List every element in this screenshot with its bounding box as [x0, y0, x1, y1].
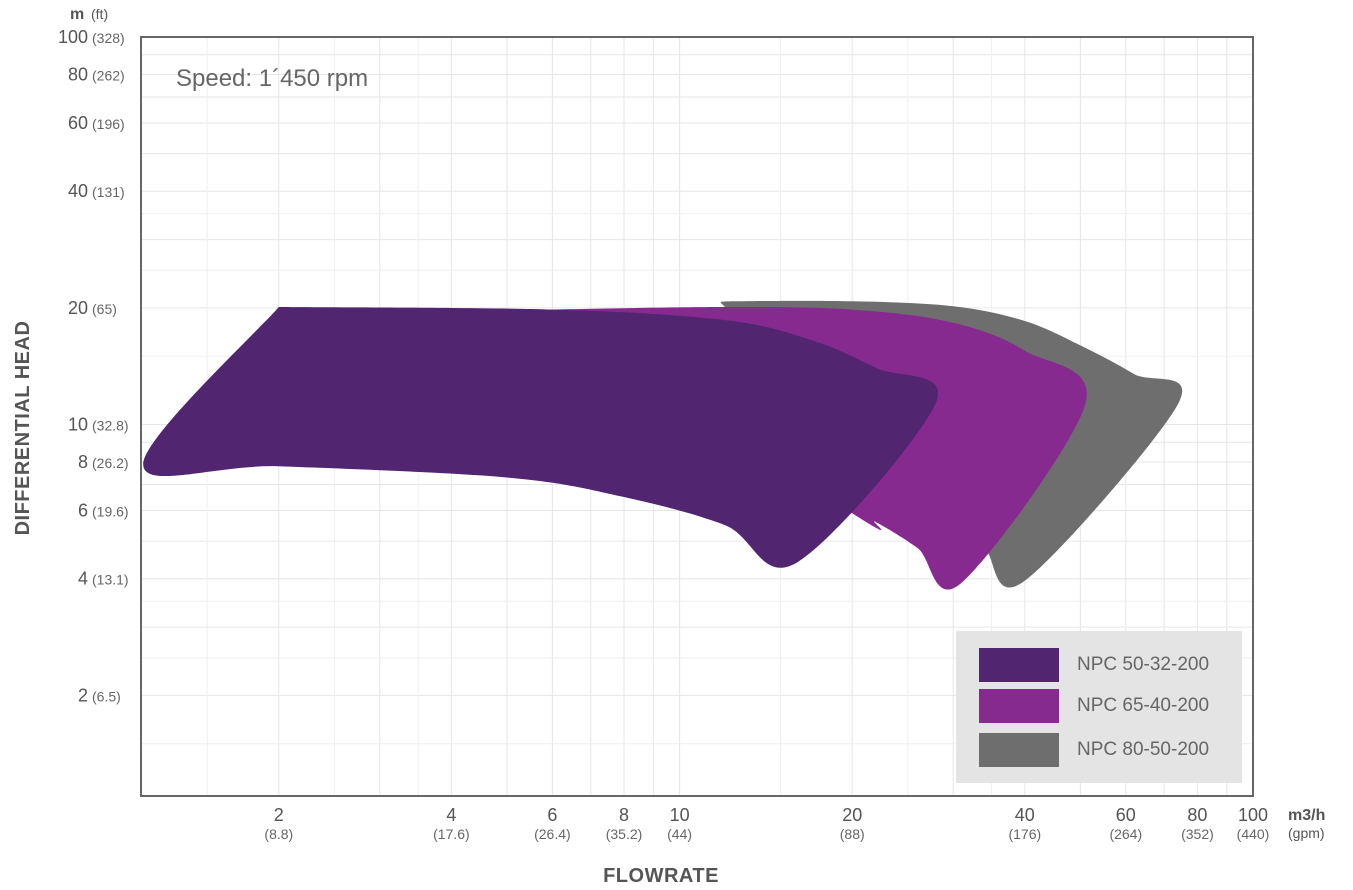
x-tick: 6(26.4): [534, 805, 571, 842]
y-tick-sub-label: (13.1): [92, 572, 129, 588]
speed-annotation: Speed: 1´450 rpm: [176, 65, 368, 92]
x-unit-sub-label: (gpm): [1288, 825, 1325, 841]
y-tick: 80 (262): [68, 65, 125, 85]
y-tick: 4 (13.1): [78, 569, 129, 589]
x-axis-ticks: 2(8.8) 4(17.6) 6(26.4) 8(35.2) 10(44) 20(88) 4…: [264, 805, 1269, 842]
y-tick: 10 (32.8): [68, 415, 129, 435]
x-tick-label: 4: [446, 805, 456, 825]
area-npc-50-32-200: [143, 307, 939, 568]
x-tick-sub-label: (88): [840, 826, 865, 842]
y-tick-label: 2: [78, 685, 88, 705]
x-tick-label: 2: [274, 805, 284, 825]
x-tick: 20(88): [840, 805, 865, 842]
plot-frame: [140, 36, 1254, 797]
legend-label: NPC 50-32-200: [1077, 654, 1209, 675]
x-tick-sub-label: (176): [1008, 826, 1041, 842]
y-tick-sub-label: (65): [92, 301, 117, 317]
y-tick-sub-label: (131): [92, 184, 125, 200]
legend-swatch: [979, 648, 1059, 682]
y-tick-sub-label: (26.2): [92, 455, 129, 471]
y-tick-label: 60: [68, 113, 88, 133]
y-axis-title: DIFFERENTIAL HEAD: [12, 321, 34, 536]
x-tick: 80(352): [1181, 805, 1214, 842]
x-tick: 4(17.6): [433, 805, 470, 842]
x-tick-sub-label: (17.6): [433, 826, 470, 842]
x-tick: 8(35.2): [606, 805, 643, 842]
legend-item: NPC 80-50-200: [979, 733, 1209, 767]
legend-item: NPC 65-40-200: [979, 689, 1209, 723]
x-tick-sub-label: (440): [1237, 826, 1270, 842]
x-tick-sub-label: (352): [1181, 826, 1214, 842]
x-tick-sub-label: (8.8): [264, 826, 293, 842]
x-tick-label: 20: [842, 805, 862, 825]
y-tick-sub-label: (6.5): [92, 688, 121, 704]
legend-swatch: [979, 733, 1059, 767]
legend: NPC 50-32-200 NPC 65-40-200 NPC 80-50-200: [956, 631, 1242, 783]
x-tick-sub-label: (35.2): [606, 826, 643, 842]
x-tick: 40(176): [1008, 805, 1041, 842]
y-tick: 8 (26.2): [78, 452, 129, 472]
y-tick-label: 10: [68, 415, 88, 435]
legend-label: NPC 80-50-200: [1077, 739, 1209, 760]
x-tick-sub-label: (264): [1109, 826, 1142, 842]
y-tick-sub-label: (19.6): [92, 503, 129, 519]
y-tick-label: 100: [58, 27, 88, 47]
y-tick-label: 6: [78, 500, 88, 520]
x-tick-label: 8: [619, 805, 629, 825]
y-tick: 20 (65): [68, 298, 117, 318]
y-axis-ticks: 2 (6.5) 4 (13.1) 6 (19.6) 8 (26.2) 10 (32.8) 20 (65…: [58, 27, 129, 705]
y-tick: 40 (131): [68, 181, 125, 201]
x-tick-sub-label: (26.4): [534, 826, 571, 842]
x-tick-label: 60: [1116, 805, 1136, 825]
legend-item: NPC 50-32-200: [979, 648, 1209, 682]
x-tick-label: 40: [1015, 805, 1035, 825]
y-tick-label: 20: [68, 298, 88, 318]
y-tick: 60 (196): [68, 113, 125, 133]
legend-swatch: [979, 689, 1059, 723]
y-tick: 100 (328): [58, 27, 125, 47]
y-tick-label: 40: [68, 181, 88, 201]
x-tick-label: 6: [547, 805, 557, 825]
y-tick-label: 80: [68, 65, 88, 85]
y-tick-label: 4: [78, 569, 88, 589]
x-axis-title: FLOWRATE: [603, 865, 719, 887]
y-tick-sub-label: (196): [92, 116, 125, 132]
x-tick: 60(264): [1109, 805, 1142, 842]
y-unit-label: m: [70, 6, 84, 23]
x-tick-label: 100: [1238, 805, 1268, 825]
series-areas: [143, 300, 1183, 590]
x-unit-label: m3/h: [1288, 807, 1325, 824]
x-tick-label: 80: [1187, 805, 1207, 825]
legend-label: NPC 65-40-200: [1077, 695, 1209, 716]
x-tick-label: 10: [670, 805, 690, 825]
y-tick: 6 (19.6): [78, 500, 129, 520]
x-tick: 100(440): [1237, 805, 1270, 842]
y-tick-sub-label: (262): [92, 68, 125, 84]
x-tick: 2(8.8): [264, 805, 293, 842]
y-tick-sub-label: (32.8): [92, 418, 129, 434]
y-tick-sub-label: (328): [92, 30, 125, 46]
y-tick-label: 8: [78, 452, 88, 472]
x-tick: 10(44): [667, 805, 692, 842]
x-tick-sub-label: (44): [667, 826, 692, 842]
y-tick: 2 (6.5): [78, 685, 121, 705]
y-unit-sub-label: (ft): [91, 6, 108, 22]
